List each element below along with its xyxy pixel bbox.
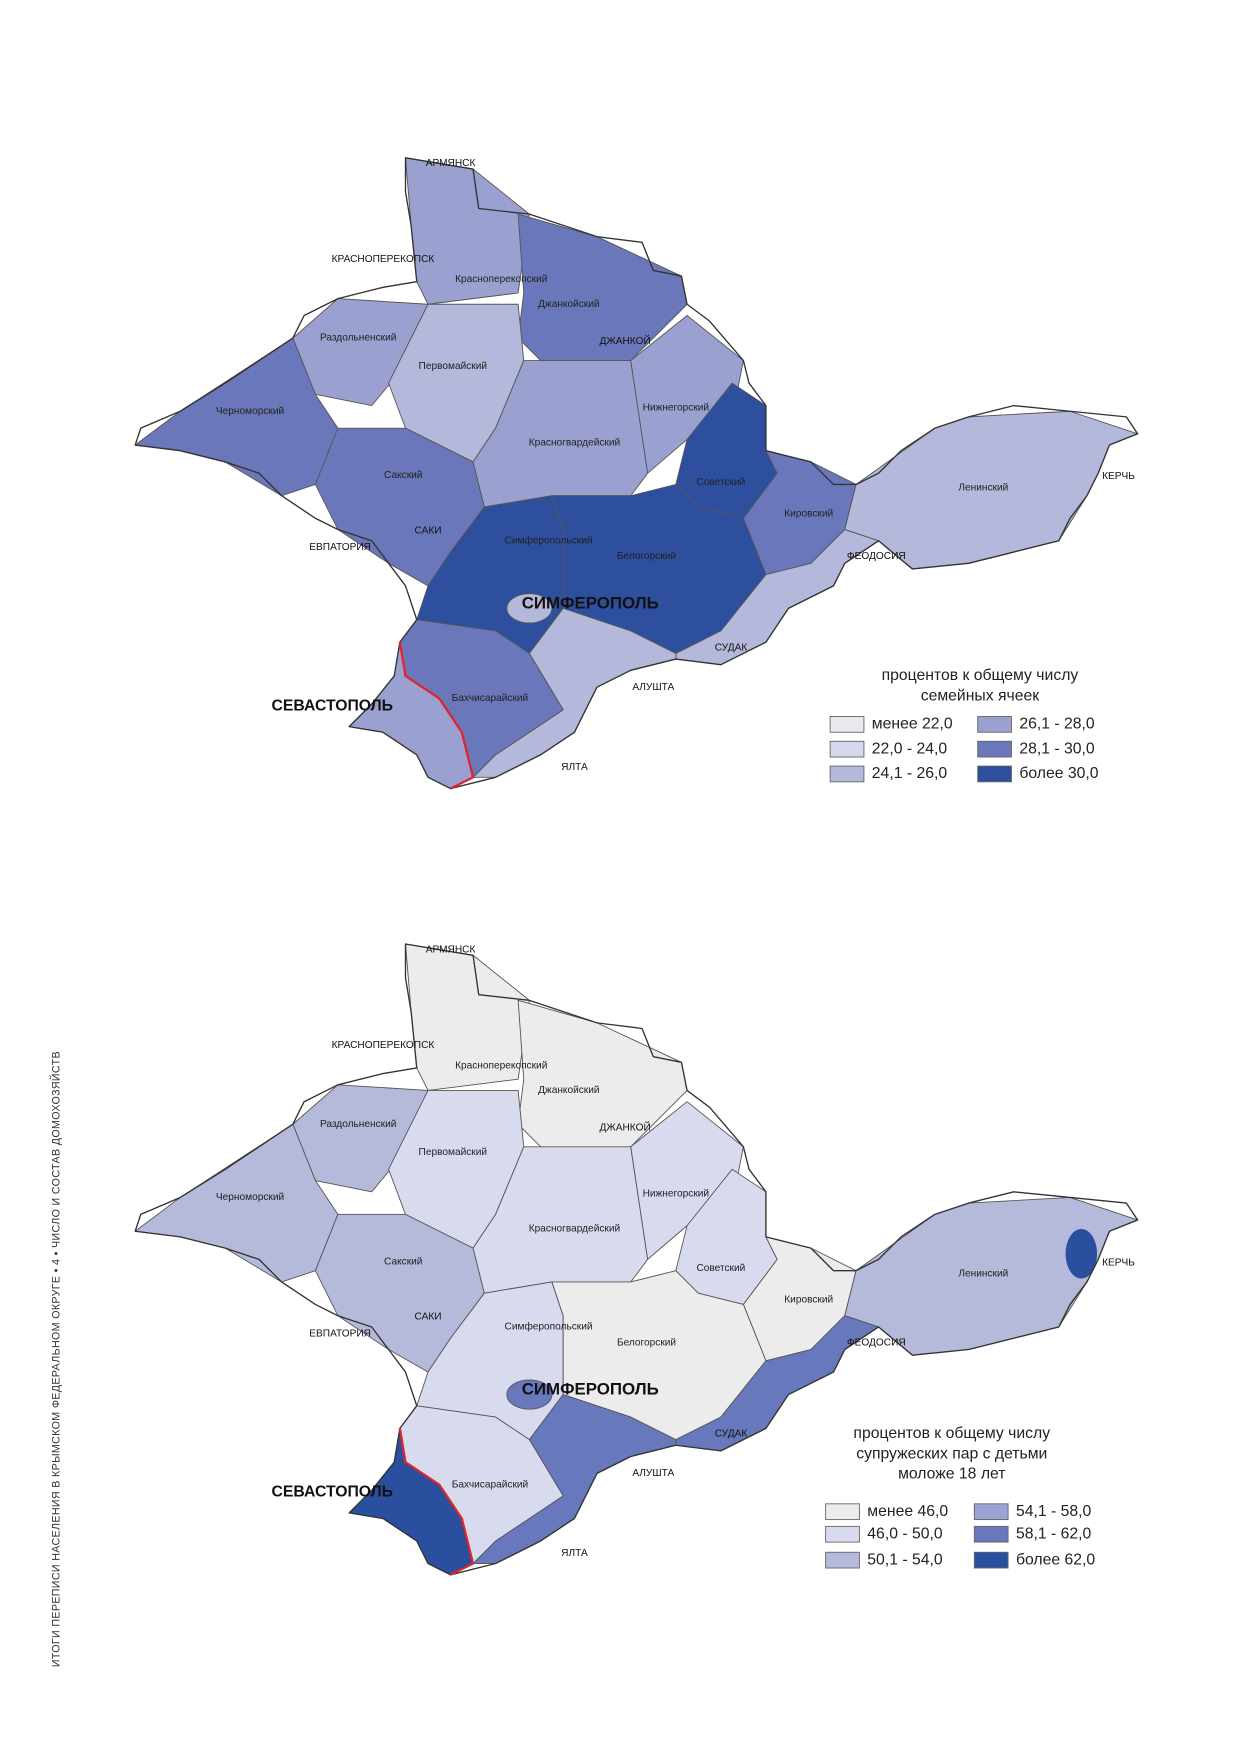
place-label: СУДАК xyxy=(715,1429,748,1440)
place-label: КРАСНОПЕРЕКОПСК xyxy=(332,1040,435,1051)
legend-swatch xyxy=(977,716,1012,733)
legend-swatch xyxy=(825,1525,860,1543)
legend-title: супружеских пар с детьми xyxy=(856,1445,1047,1462)
place-label: Белогорский xyxy=(617,1337,676,1348)
place-label: Красноперекопский xyxy=(455,1060,547,1071)
legend-swatch xyxy=(973,1503,1009,1521)
place-label: АРМЯНСК xyxy=(426,158,476,169)
place-label: Раздольненский xyxy=(320,1119,396,1130)
sevastopol-border xyxy=(398,641,475,790)
legend-title: семейных ячеек xyxy=(921,687,1040,704)
place-label: ФЕОДОСИЯ xyxy=(847,551,906,562)
legend-swatch xyxy=(977,765,1012,783)
place-label: САКИ xyxy=(415,1312,442,1323)
place-label: СЕВАСТОПОЛЬ xyxy=(272,698,393,715)
legend-swatch xyxy=(977,740,1012,758)
place-label: Кировский xyxy=(784,508,833,519)
legend-title: процентов к общему числу xyxy=(882,667,1079,684)
map-couples-children: АРМЯНСК КРАСНОПЕРЕКОПСК Красноперекопский Д… xyxy=(134,943,1139,1576)
place-label: Ленинский xyxy=(958,483,1008,494)
map-family-cells: АРМЯНСК КРАСНОПЕРЕКОПСК Красноперекопский Д… xyxy=(134,157,1139,790)
place-label: Советский xyxy=(696,477,745,488)
legend-label: 22,0 - 24,0 xyxy=(872,740,948,757)
legend-label: 26,1 - 28,0 xyxy=(1019,716,1095,733)
legend-label: менее 22,0 xyxy=(872,716,953,733)
city-area xyxy=(506,1379,553,1410)
place-label: Раздольненский xyxy=(320,333,396,344)
place-label: Советский xyxy=(696,1263,745,1274)
city-area xyxy=(1065,1228,1098,1279)
place-label: Нижнегорский xyxy=(643,403,710,414)
legend-label: более 62,0 xyxy=(1016,1551,1095,1568)
place-label: Белогорский xyxy=(617,551,676,562)
place-label: Сакский xyxy=(384,470,422,481)
running-title: ИТОГИ ПЕРЕПИСИ НАСЕЛЕНИЯ В КРЫМСКОМ ФЕДЕ… xyxy=(50,1051,63,1667)
legend-title: процентов к общему числу xyxy=(853,1425,1050,1442)
place-label: ЯЛТА xyxy=(561,762,588,773)
sevastopol-border xyxy=(398,1428,475,1576)
place-label: АРМЯНСК xyxy=(426,944,476,955)
legend-label: 28,1 - 30,0 xyxy=(1019,740,1095,757)
place-label: СИМФЕРОПОЛЬ xyxy=(522,1380,659,1399)
place-label: КРАСНОПЕРЕКОПСК xyxy=(332,254,435,265)
place-label: Кировский xyxy=(784,1295,833,1306)
legend-swatch xyxy=(973,1551,1009,1569)
place-label: Красногвардейский xyxy=(529,1224,620,1235)
place-label: Симферопольский xyxy=(505,534,593,546)
place-label: Нижнегорский xyxy=(643,1189,710,1200)
place-label: Черноморский xyxy=(216,1192,284,1203)
place-label: СУДАК xyxy=(715,642,748,653)
legend-label: 58,1 - 62,0 xyxy=(1016,1525,1092,1542)
place-label: Джанкойский xyxy=(538,299,599,310)
legend-swatch xyxy=(829,765,865,783)
place-label: Первомайский xyxy=(419,361,488,372)
legend-label: 46,0 - 50,0 xyxy=(867,1525,943,1542)
place-label: АЛУШТА xyxy=(632,1468,674,1479)
city-area xyxy=(506,593,553,624)
place-label: ФЕОДОСИЯ xyxy=(847,1337,906,1348)
place-label: Черноморский xyxy=(216,406,284,417)
place-label: Сакский xyxy=(384,1256,422,1267)
place-label: Красноперекопский xyxy=(455,274,547,285)
legend-swatch xyxy=(973,1525,1009,1543)
legend-label: 24,1 - 26,0 xyxy=(872,765,948,782)
place-label: КЕРЧЬ xyxy=(1102,1257,1135,1268)
place-label: ЯЛТА xyxy=(561,1548,588,1559)
place-label: Бахчисарайский xyxy=(452,693,528,704)
legend-swatch xyxy=(825,1551,860,1569)
place-label: КЕРЧЬ xyxy=(1102,471,1135,482)
place-label: Первомайский xyxy=(419,1147,488,1158)
place-label: Ленинский xyxy=(958,1269,1008,1280)
place-label: ЕВПАТОРИЯ xyxy=(309,542,371,553)
legend-label: 50,1 - 54,0 xyxy=(867,1551,943,1568)
place-label: Красногвардейский xyxy=(529,437,620,448)
place-label: Симферопольский xyxy=(505,1321,593,1333)
legend-label: 54,1 - 58,0 xyxy=(1016,1503,1092,1520)
place-label: Бахчисарайский xyxy=(452,1479,528,1490)
place-label: ДЖАНКОЙ xyxy=(600,334,651,347)
legend-title: моложе 18 лет xyxy=(898,1466,1005,1483)
legend-swatch xyxy=(825,1503,860,1521)
place-label: ЕВПАТОРИЯ xyxy=(309,1328,371,1339)
legend-swatch xyxy=(829,740,865,758)
place-label: АЛУШТА xyxy=(632,682,674,693)
place-label: САКИ xyxy=(415,525,442,536)
legend-swatch xyxy=(829,716,865,733)
place-label: СИМФЕРОПОЛЬ xyxy=(522,593,659,612)
legend-label: менее 46,0 xyxy=(867,1503,948,1520)
place-label: СЕВАСТОПОЛЬ xyxy=(272,1484,393,1501)
place-label: Джанкойский xyxy=(538,1085,599,1096)
legend-label: более 30,0 xyxy=(1019,765,1098,782)
place-label: ДЖАНКОЙ xyxy=(600,1120,651,1133)
